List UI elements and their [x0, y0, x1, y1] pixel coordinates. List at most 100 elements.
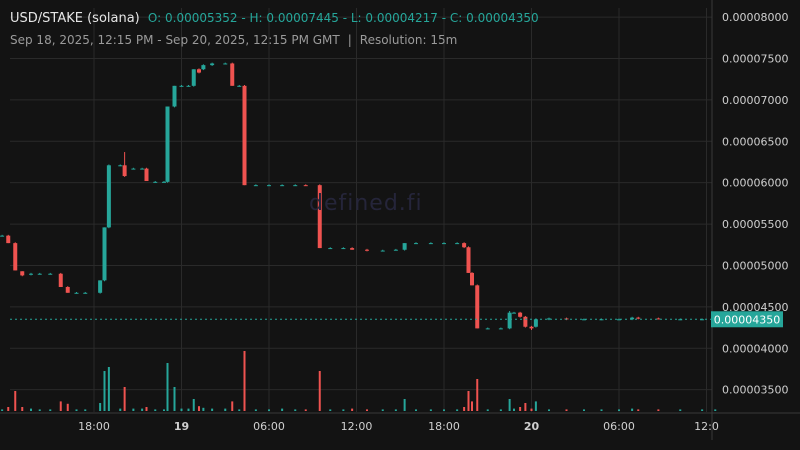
price-tick-label: 0.00007000: [722, 94, 788, 107]
candle-body: [512, 312, 516, 314]
volume-bar: [701, 409, 704, 411]
volume-bar: [281, 408, 284, 411]
volume-bar: [38, 409, 41, 411]
price-tick-label: 0.00004500: [722, 301, 788, 314]
candle-body: [165, 106, 170, 182]
price-tick-label: 0.00005000: [722, 259, 788, 272]
time-tick-label: 12:00: [341, 420, 373, 433]
price-tick-label: 0.00005500: [722, 218, 788, 231]
candle-body: [547, 318, 551, 320]
candle-body: [455, 243, 460, 245]
chart-header: USD/STAKE (solana) O: 0.00005352 - H: 0.…: [10, 11, 539, 26]
candle-body: [6, 235, 11, 244]
volume-bar: [381, 409, 384, 411]
candle-body: [65, 286, 70, 293]
candle-body: [144, 168, 149, 182]
resolution-label: Resolution: 15m: [359, 33, 458, 47]
candle-body: [428, 243, 433, 245]
candle-body: [223, 63, 228, 65]
candle-body: [328, 248, 333, 250]
volume-bar: [187, 408, 190, 411]
volume-bar: [415, 409, 417, 411]
volume-bar: [456, 409, 459, 411]
volume-bar: [21, 407, 24, 411]
candle-body: [102, 227, 107, 281]
volume-bar: [254, 409, 257, 411]
volume-bar: [318, 371, 321, 411]
last-price-line: 0.00004350: [10, 311, 783, 328]
candle-body: [210, 63, 215, 66]
volume-bar: [99, 403, 102, 411]
candle-body: [475, 285, 480, 329]
candles: [0, 62, 718, 331]
volume-bar: [75, 409, 78, 411]
volume-bar: [211, 408, 214, 411]
candle-body: [20, 271, 25, 276]
volume-bar: [30, 408, 32, 411]
volume-bar: [637, 409, 640, 411]
candle-body: [523, 316, 528, 327]
volume-bar: [486, 409, 489, 411]
volume-bar: [657, 409, 660, 411]
candle-body: [656, 318, 661, 320]
volume-bar: [123, 387, 126, 411]
candle-body: [201, 65, 206, 70]
volume-bar: [467, 391, 470, 411]
price-tick-label: 0.00003500: [722, 384, 788, 397]
volume-bar: [631, 408, 634, 411]
volume-bar: [49, 409, 52, 411]
candle-body: [172, 85, 177, 107]
time-tick-label: 06:00: [253, 420, 285, 433]
volume-bar: [119, 408, 122, 411]
candle-body: [293, 185, 298, 187]
volume-bar: [583, 409, 585, 411]
volume-bar: [1, 409, 4, 411]
symbol-label: USD/STAKE (solana): [10, 11, 140, 26]
candle-body: [0, 235, 5, 237]
separator: |: [347, 33, 352, 47]
volume-bar: [294, 409, 297, 411]
volume-bar: [548, 409, 550, 411]
volume-bar: [351, 408, 354, 411]
candle-body: [350, 248, 355, 250]
volume-bar: [154, 409, 157, 411]
time-tick-label: 18:00: [78, 420, 110, 433]
candle-body: [582, 319, 586, 321]
volume-bar: [471, 401, 473, 411]
volume-bar: [84, 409, 87, 411]
candle-body: [13, 243, 18, 271]
volume-bar: [499, 409, 502, 411]
candle-body: [230, 63, 235, 86]
volume-bar: [166, 363, 169, 411]
candle-body: [365, 249, 369, 251]
candle-body: [118, 165, 123, 167]
volume-bar: [513, 408, 515, 411]
time-tick-label: 20: [524, 420, 540, 433]
volume-bar: [180, 408, 183, 411]
volume-bar: [243, 351, 246, 411]
chart-grid: [0, 0, 800, 440]
candle-body: [630, 317, 635, 320]
candle-body: [470, 272, 474, 286]
price-axis[interactable]: 0.00008000 0.00007500 0.00007000 0.00006500…: [722, 11, 788, 397]
candle-body: [179, 85, 184, 87]
volume-bar: [476, 379, 479, 411]
volume-bar: [508, 399, 511, 411]
volume-bar: [530, 408, 533, 411]
candle-body: [131, 168, 136, 170]
volume-bar: [202, 407, 205, 411]
volume-bar: [565, 409, 568, 411]
candle-body: [48, 273, 53, 275]
candle-body: [267, 185, 271, 187]
time-tick-label: 19: [174, 420, 189, 433]
candle-body: [466, 247, 471, 273]
candle-body: [393, 249, 398, 251]
time-tick-label: 06:00: [603, 420, 635, 433]
candle-body: [700, 319, 705, 321]
volume-bar: [66, 403, 69, 411]
candle-body: [83, 292, 88, 294]
volume-bar: [103, 371, 106, 411]
volume-bar: [714, 409, 717, 411]
